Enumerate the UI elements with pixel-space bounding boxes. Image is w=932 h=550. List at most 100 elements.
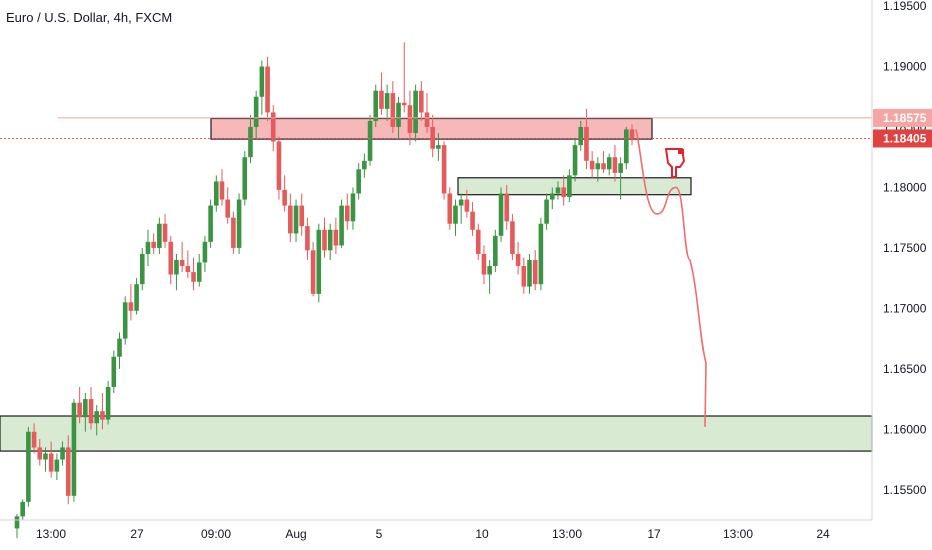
- candle[interactable]: [48, 441, 54, 478]
- candle[interactable]: [555, 181, 561, 200]
- candle[interactable]: [128, 284, 134, 321]
- candle[interactable]: [453, 199, 458, 236]
- candle[interactable]: [470, 201, 475, 236]
- candle[interactable]: [77, 386, 82, 424]
- candle[interactable]: [14, 513, 20, 539]
- candle[interactable]: [299, 193, 305, 236]
- candle[interactable]: [322, 217, 327, 258]
- zone-support-lower[interactable]: [0, 415, 873, 452]
- candle[interactable]: [498, 187, 504, 242]
- candle[interactable]: [578, 120, 584, 152]
- candle[interactable]: [344, 193, 350, 230]
- candle[interactable]: [612, 145, 618, 182]
- candle[interactable]: [248, 114, 253, 164]
- candle[interactable]: [339, 199, 344, 248]
- candle[interactable]: [208, 199, 213, 248]
- candle[interactable]: [487, 260, 492, 294]
- candle[interactable]: [65, 435, 71, 505]
- candle[interactable]: [510, 214, 515, 260]
- candle[interactable]: [624, 126, 629, 170]
- candle[interactable]: [481, 245, 487, 285]
- candle[interactable]: [293, 199, 299, 242]
- candle[interactable]: [367, 114, 373, 166]
- candle[interactable]: [390, 81, 396, 134]
- zone-support-upper[interactable]: [457, 177, 692, 196]
- candle[interactable]: [515, 241, 521, 275]
- candle[interactable]: [145, 229, 151, 267]
- candle[interactable]: [43, 447, 48, 472]
- candle[interactable]: [219, 169, 225, 206]
- candle[interactable]: [20, 499, 25, 520]
- candle[interactable]: [60, 441, 65, 466]
- candle[interactable]: [179, 241, 185, 273]
- candle[interactable]: [242, 151, 248, 206]
- candle[interactable]: [26, 426, 31, 507]
- candle[interactable]: [270, 105, 276, 152]
- candle[interactable]: [162, 214, 168, 248]
- candle[interactable]: [100, 393, 105, 430]
- candle[interactable]: [373, 84, 379, 127]
- candle[interactable]: [83, 393, 88, 432]
- candle[interactable]: [458, 193, 464, 224]
- candle[interactable]: [185, 250, 191, 279]
- candle[interactable]: [419, 81, 424, 121]
- candle[interactable]: [117, 332, 122, 369]
- candle[interactable]: [527, 253, 532, 294]
- candle[interactable]: [282, 175, 287, 212]
- candle[interactable]: [521, 257, 527, 294]
- candle[interactable]: [447, 187, 453, 230]
- candle[interactable]: [151, 233, 156, 254]
- candle[interactable]: [105, 380, 111, 425]
- candle[interactable]: [276, 136, 282, 200]
- candle[interactable]: [202, 235, 208, 273]
- candle[interactable]: [493, 229, 498, 273]
- candle[interactable]: [157, 217, 162, 254]
- candle[interactable]: [259, 60, 265, 115]
- candle[interactable]: [436, 133, 441, 161]
- candle[interactable]: [430, 114, 435, 158]
- candle[interactable]: [288, 193, 293, 242]
- candle[interactable]: [168, 235, 174, 285]
- candle[interactable]: [71, 399, 77, 502]
- candle[interactable]: [54, 453, 60, 481]
- candle[interactable]: [37, 438, 43, 466]
- candle[interactable]: [618, 157, 623, 200]
- candle[interactable]: [441, 141, 447, 200]
- candle[interactable]: [561, 175, 566, 206]
- candle[interactable]: [253, 90, 259, 140]
- candle[interactable]: [316, 223, 322, 303]
- candle[interactable]: [362, 153, 367, 178]
- candle[interactable]: [379, 72, 384, 115]
- candle[interactable]: [310, 241, 316, 297]
- candle[interactable]: [413, 84, 418, 142]
- candle[interactable]: [544, 193, 549, 230]
- candle[interactable]: [327, 223, 333, 260]
- candle[interactable]: [401, 42, 407, 113]
- candle[interactable]: [538, 217, 544, 291]
- candle[interactable]: [214, 175, 219, 212]
- candle[interactable]: [601, 151, 606, 173]
- candle[interactable]: [196, 253, 202, 287]
- candle[interactable]: [589, 151, 595, 178]
- candle[interactable]: [134, 278, 139, 315]
- candle[interactable]: [225, 187, 230, 224]
- candle[interactable]: [549, 187, 555, 210]
- candle[interactable]: [584, 108, 589, 170]
- candle[interactable]: [532, 250, 538, 291]
- candle[interactable]: [629, 124, 635, 146]
- candle[interactable]: [88, 386, 94, 430]
- candle[interactable]: [236, 193, 242, 254]
- candle[interactable]: [475, 223, 481, 260]
- candle[interactable]: [265, 56, 270, 121]
- candle[interactable]: [94, 405, 100, 436]
- candle[interactable]: [174, 253, 179, 291]
- candle[interactable]: [333, 217, 339, 254]
- candle[interactable]: [231, 211, 236, 254]
- candle[interactable]: [384, 84, 390, 121]
- candle[interactable]: [122, 296, 128, 345]
- candle[interactable]: [595, 157, 601, 182]
- candle[interactable]: [139, 247, 145, 291]
- candle[interactable]: [31, 423, 37, 454]
- candle[interactable]: [356, 163, 361, 200]
